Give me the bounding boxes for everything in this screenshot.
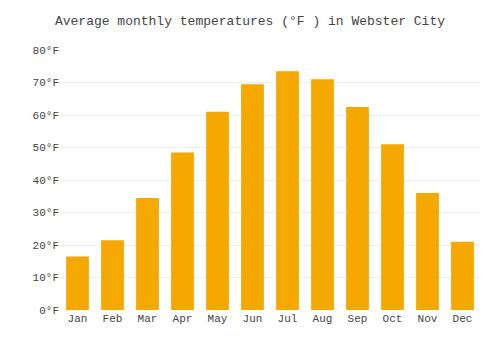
- svg-text:80°F: 80°F: [33, 45, 59, 57]
- svg-text:Sep: Sep: [348, 313, 368, 325]
- svg-text:Jun: Jun: [243, 313, 263, 325]
- svg-text:Jul: Jul: [278, 313, 298, 325]
- svg-text:Jan: Jan: [68, 313, 88, 325]
- svg-text:Aug: Aug: [313, 313, 333, 325]
- svg-text:Apr: Apr: [173, 313, 193, 325]
- svg-text:Nov: Nov: [418, 313, 438, 325]
- svg-text:20°F: 20°F: [33, 240, 59, 252]
- svg-text:Feb: Feb: [103, 313, 123, 325]
- svg-text:40°F: 40°F: [33, 175, 59, 187]
- svg-text:50°F: 50°F: [33, 142, 59, 154]
- svg-text:60°F: 60°F: [33, 110, 59, 122]
- svg-text:Mar: Mar: [138, 313, 158, 325]
- svg-text:Average monthly temperatures (: Average monthly temperatures (°F ) in We…: [55, 14, 445, 29]
- svg-text:Oct: Oct: [383, 313, 403, 325]
- svg-text:0°F: 0°F: [39, 305, 59, 317]
- svg-text:May: May: [208, 313, 228, 325]
- svg-text:Dec: Dec: [453, 313, 473, 325]
- svg-text:70°F: 70°F: [33, 77, 59, 89]
- svg-text:10°F: 10°F: [33, 272, 59, 284]
- svg-text:30°F: 30°F: [33, 207, 59, 219]
